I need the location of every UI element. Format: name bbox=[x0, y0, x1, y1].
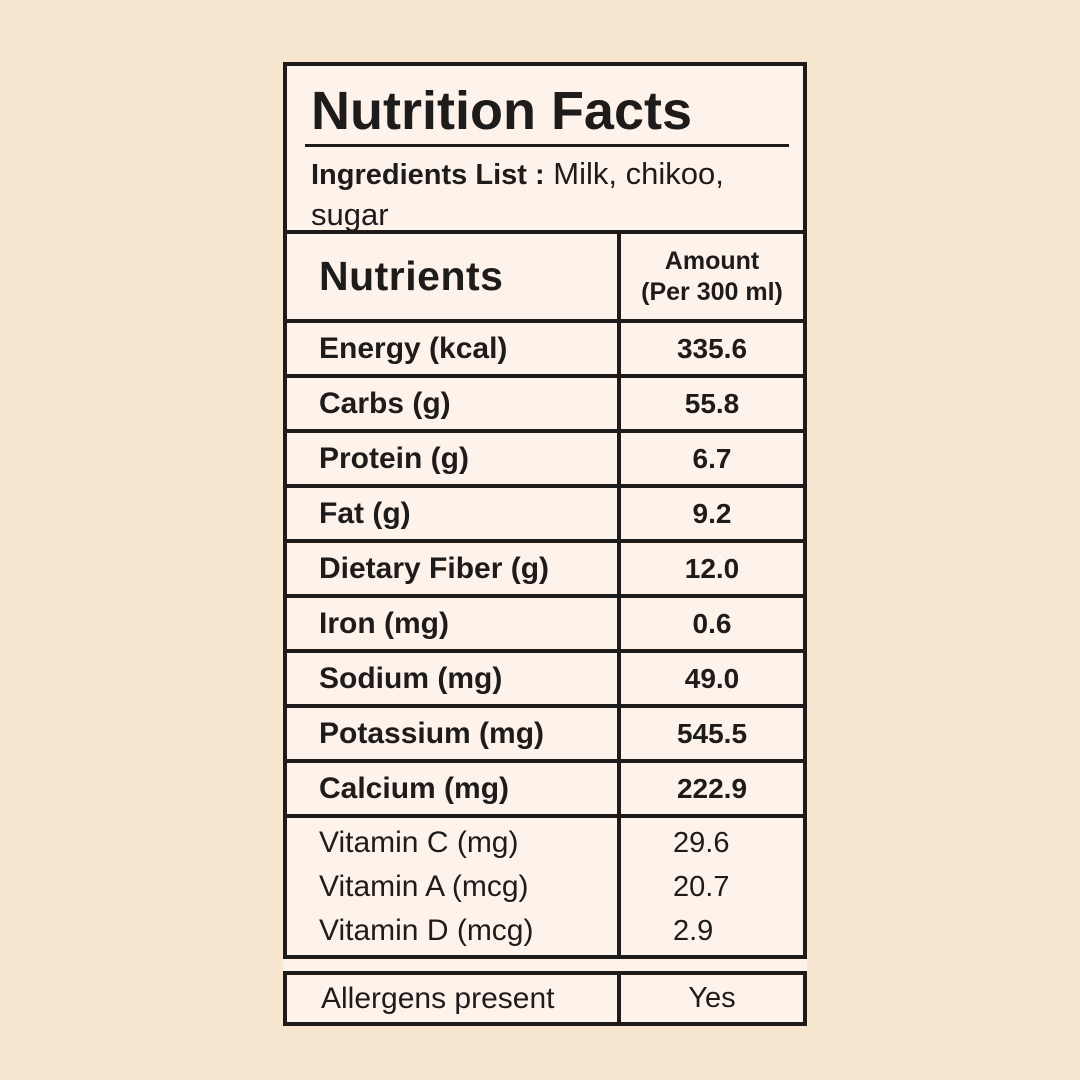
nutrition-facts-panel: Nutrition Facts Ingredients List : Milk,… bbox=[283, 62, 807, 959]
nutrient-value: 9.2 bbox=[617, 488, 803, 539]
nutrient-value: 6.7 bbox=[617, 433, 803, 484]
nutrient-label: Potassium (mg) bbox=[319, 716, 545, 750]
table-row-energy: Energy (kcal) 335.6 bbox=[287, 319, 803, 374]
nutrition-label: Nutrition Facts Ingredients List : Milk,… bbox=[283, 62, 807, 1026]
ingredients-line: Ingredients List : Milk, chikoo, sugar bbox=[301, 154, 791, 234]
ingredients-label: Ingredients List : bbox=[311, 159, 545, 191]
vitamin-label: Vitamin A (mcg) bbox=[319, 869, 529, 903]
vitamin-label: Vitamin D (mcg) bbox=[319, 913, 534, 947]
allergens-row: Allergens present Yes bbox=[283, 971, 807, 1026]
amount-header-line1: Amount bbox=[664, 246, 760, 275]
page-title: Nutrition Facts bbox=[311, 81, 693, 141]
allergens-label: Allergens present bbox=[321, 981, 555, 1015]
table-row-sodium: Sodium (mg) 49.0 bbox=[287, 649, 803, 704]
nutrient-label: Sodium (mg) bbox=[319, 661, 503, 695]
vitamins-labels: Vitamin C (mg) Vitamin A (mcg) Vitamin D… bbox=[287, 818, 617, 955]
allergens-value: Yes bbox=[617, 975, 803, 1022]
nutrient-label: Calcium (mg) bbox=[319, 771, 510, 805]
table-row-iron: Iron (mg) 0.6 bbox=[287, 594, 803, 649]
nutrient-value: 55.8 bbox=[617, 378, 803, 429]
nutrient-value: 335.6 bbox=[617, 323, 803, 374]
nutrient-label: Energy (kcal) bbox=[319, 331, 508, 365]
table-row-potassium: Potassium (mg) 545.5 bbox=[287, 704, 803, 759]
nutrient-label: Fat (g) bbox=[319, 496, 411, 530]
nutrient-label: Dietary Fiber (g) bbox=[319, 551, 550, 585]
nutrient-value: 49.0 bbox=[617, 653, 803, 704]
vitamin-value: 20.7 bbox=[673, 870, 730, 903]
table-row-carbs: Carbs (g) 55.8 bbox=[287, 374, 803, 429]
nutrient-value: 222.9 bbox=[617, 763, 803, 814]
nutrient-value: 0.6 bbox=[617, 598, 803, 649]
vitamins-values: 29.6 20.7 2.9 bbox=[617, 818, 803, 955]
vitamin-value: 29.6 bbox=[673, 826, 730, 859]
table-row-dietary-fiber: Dietary Fiber (g) 12.0 bbox=[287, 539, 803, 594]
nutrient-value: 545.5 bbox=[617, 708, 803, 759]
nutrients-column-header: Nutrients bbox=[319, 253, 504, 299]
vitamins-group-row: Vitamin C (mg) Vitamin A (mcg) Vitamin D… bbox=[287, 814, 803, 955]
nutrient-value: 12.0 bbox=[617, 543, 803, 594]
ingredients-value: Milk, chikoo, sugar bbox=[311, 156, 724, 232]
amount-header-line2: (Per 300 ml) bbox=[641, 277, 783, 306]
column-header-row: Nutrients Amount (Per 300 ml) bbox=[287, 230, 803, 319]
label-header: Nutrition Facts Ingredients List : Milk,… bbox=[287, 66, 803, 232]
amount-column-header: Amount (Per 300 ml) bbox=[617, 234, 803, 319]
title-underline bbox=[305, 144, 789, 147]
vitamin-value: 2.9 bbox=[673, 914, 714, 947]
table-row-calcium: Calcium (mg) 222.9 bbox=[287, 759, 803, 814]
nutrient-label: Iron (mg) bbox=[319, 606, 449, 640]
table-row-fat: Fat (g) 9.2 bbox=[287, 484, 803, 539]
vitamin-label: Vitamin C (mg) bbox=[319, 825, 519, 859]
nutrient-label: Protein (g) bbox=[319, 441, 469, 475]
nutrient-label: Carbs (g) bbox=[319, 386, 451, 420]
table-row-protein: Protein (g) 6.7 bbox=[287, 429, 803, 484]
